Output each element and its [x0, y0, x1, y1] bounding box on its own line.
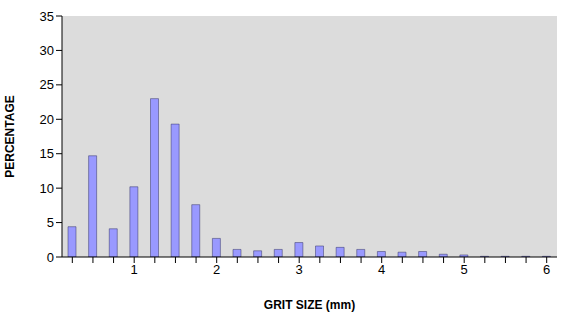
svg-text:0: 0 [47, 250, 54, 265]
svg-text:5: 5 [461, 262, 468, 277]
svg-text:3: 3 [296, 262, 303, 277]
svg-text:PERCENTAGE: PERCENTAGE [8, 95, 17, 177]
svg-text:20: 20 [40, 112, 54, 127]
svg-text:30: 30 [40, 43, 54, 58]
svg-text:GRIT SIZE (mm): GRIT SIZE (mm) [264, 298, 355, 312]
svg-text:4: 4 [378, 262, 385, 277]
svg-text:2: 2 [213, 262, 220, 277]
svg-text:1: 1 [131, 262, 138, 277]
svg-text:6: 6 [543, 262, 550, 277]
svg-text:10: 10 [40, 181, 54, 196]
svg-text:15: 15 [40, 146, 54, 161]
svg-text:25: 25 [40, 77, 54, 92]
svg-text:5: 5 [47, 215, 54, 230]
svg-text:35: 35 [40, 9, 54, 24]
